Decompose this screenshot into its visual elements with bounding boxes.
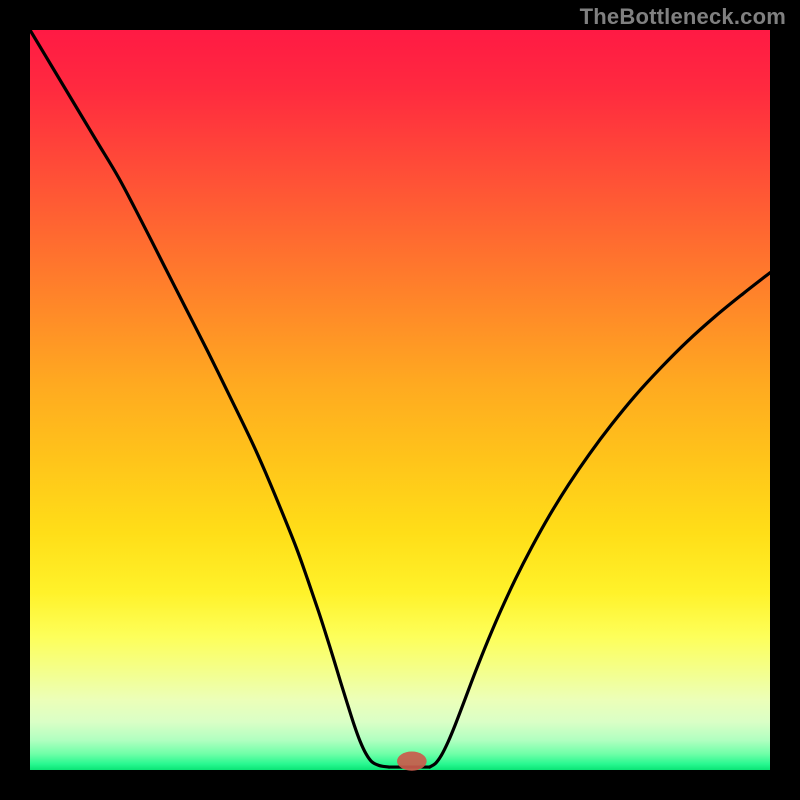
bottleneck-marker <box>397 752 427 771</box>
bottleneck-chart <box>0 0 800 800</box>
plot-background <box>30 30 770 770</box>
watermark-text: TheBottleneck.com <box>580 4 786 30</box>
